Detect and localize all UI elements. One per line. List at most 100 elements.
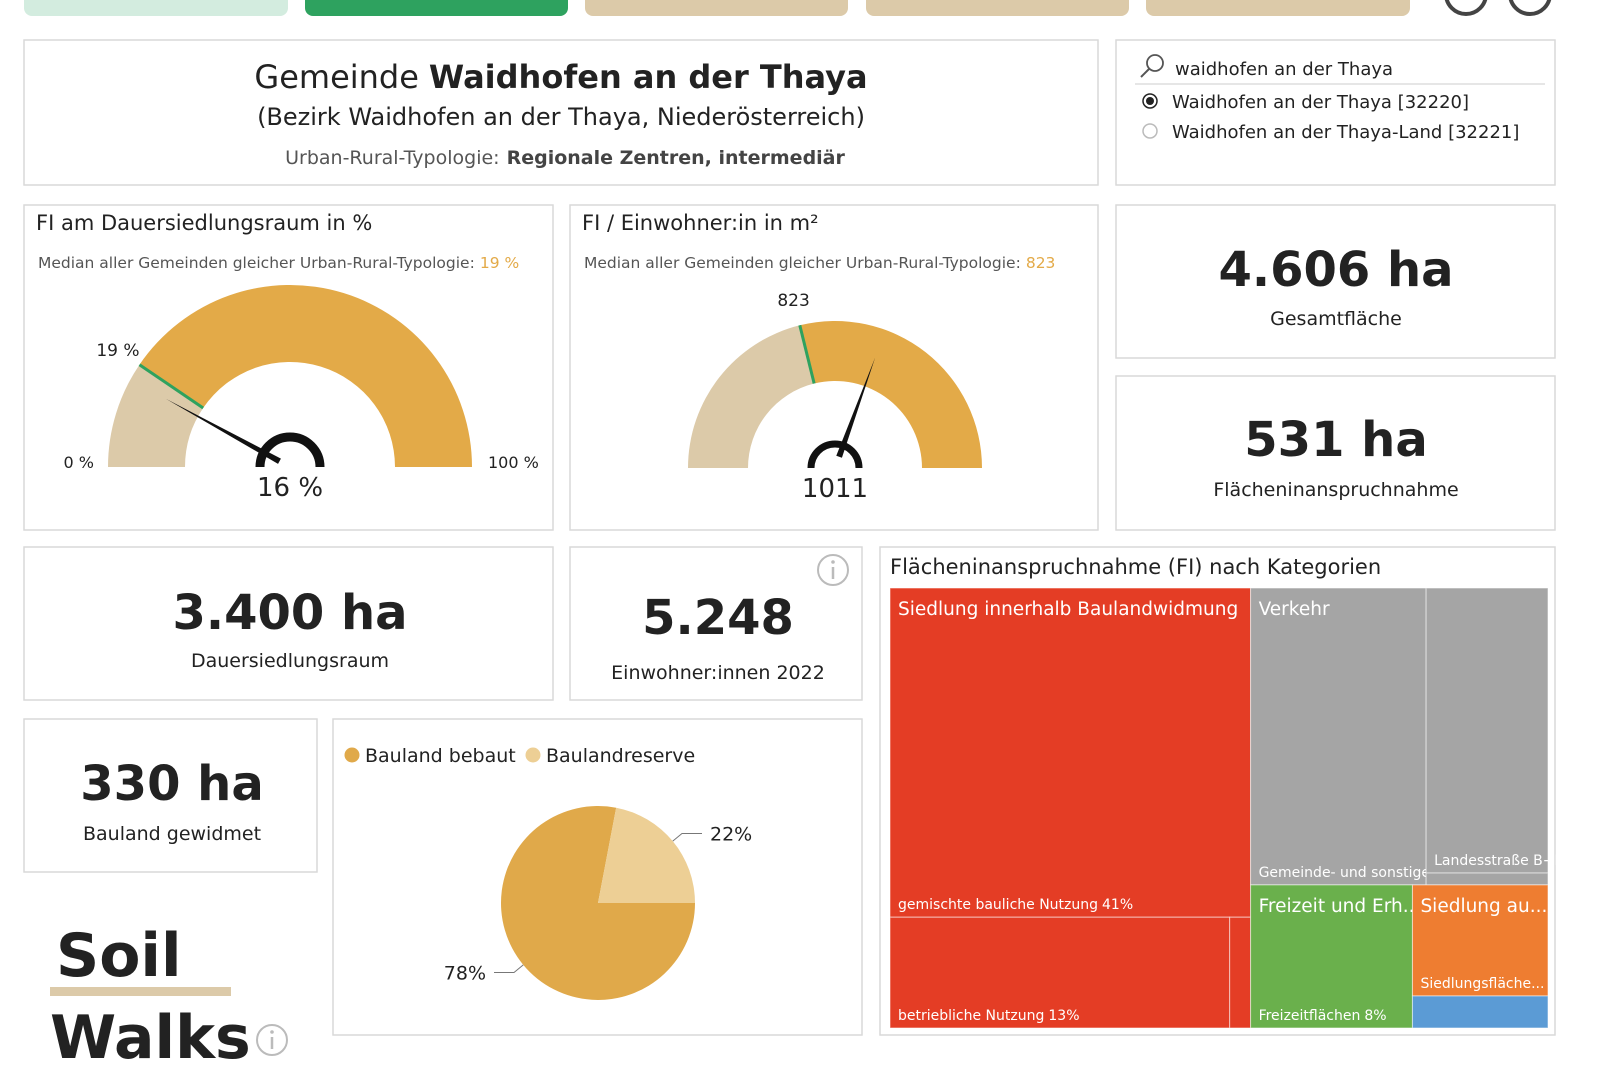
- option-label[interactable]: Waidhofen an der Thaya-Land [32221]: [1172, 122, 1519, 143]
- typology-label: Urban-Rural-Typologie:: [285, 147, 499, 169]
- gauge-min-label: 0 %: [64, 453, 94, 472]
- typology: Urban-Rural-Typologie: Regionale Zentren,…: [285, 147, 845, 169]
- info-circle: [817, 554, 849, 586]
- gauge-max-label: 100 %: [488, 453, 539, 472]
- kpi-card: [1115, 204, 1556, 359]
- treemap-tile[interactable]: [1411, 884, 1549, 997]
- pie-slice: [598, 807, 695, 903]
- pie-slice: [501, 805, 695, 1000]
- gauge-title: FI / Einwohner:in in m²: [582, 211, 819, 235]
- kpi-value: 531 ha: [1244, 412, 1427, 468]
- tile-name: gemischte bauliche Nutzung: [898, 897, 1098, 913]
- search-icon: [1140, 68, 1150, 78]
- median-line: [798, 324, 816, 384]
- kpi-card: [23, 718, 318, 873]
- tile-name: Siedlungsfläche...: [1420, 976, 1544, 992]
- kpi-value: 4.606 ha: [1218, 242, 1453, 298]
- median-value: 19 %: [480, 254, 519, 272]
- tile-label: Siedlungsfläche...: [1420, 976, 1544, 992]
- title-prefix: Gemeinde: [254, 58, 419, 96]
- gauge-value: 16 %: [257, 473, 323, 503]
- gauge-rest: [799, 321, 982, 468]
- treemap-tile[interactable]: [1250, 884, 1413, 1029]
- kpi-label: Einwohner:innen 2022: [611, 662, 825, 684]
- info-dot: [831, 560, 835, 564]
- median-marker-label: 19 %: [96, 341, 139, 361]
- tile-label: Freizeitflächen 8%: [1259, 1008, 1387, 1024]
- info-circle: [256, 1024, 288, 1056]
- pie-label: 22%: [710, 824, 752, 846]
- search-icon: [1146, 54, 1164, 72]
- tile-name: Landesstraße B+L: [1434, 853, 1562, 869]
- gauge-title: FI am Dauersiedlungsraum in %: [36, 211, 372, 235]
- median-label: Median aller Gemeinden gleicher Urban-Ru…: [38, 254, 475, 272]
- treemap-tile[interactable]: [1425, 872, 1549, 886]
- legend-marker: [344, 747, 360, 763]
- treemap-tile[interactable]: [1411, 995, 1549, 1029]
- treemap-tile[interactable]: [1229, 916, 1252, 1029]
- logo-bar: [50, 987, 231, 996]
- tab[interactable]: [305, 0, 568, 16]
- median-label: Median aller Gemeinden gleicher Urban-Ru…: [584, 254, 1021, 272]
- gauge-hub: [255, 432, 325, 468]
- tabs: [24, 0, 1552, 16]
- group-label: Siedlung innerhalb Baulandwidmung: [898, 599, 1238, 620]
- median-text: Median aller Gemeinden gleicher Urban-Ru…: [584, 254, 1055, 272]
- radio-dot: [1146, 97, 1154, 105]
- median-line: [138, 363, 204, 410]
- icon-button[interactable]: [1444, 0, 1488, 16]
- logo-text: Soil: [56, 921, 182, 991]
- subtitle: (Bezirk Waidhofen an der Thaya, Niederös…: [257, 103, 865, 131]
- tile-value: 12%: [1566, 853, 1597, 869]
- tile-value: 13%: [1048, 1008, 1079, 1024]
- search-box[interactable]: waidhofen an der Thaya: [1135, 54, 1545, 85]
- leader-line: [672, 833, 702, 842]
- option-label[interactable]: Waidhofen an der Thaya [32220]: [1172, 92, 1469, 113]
- tile-name: Freizeitflächen: [1259, 1008, 1361, 1024]
- header-card: [23, 39, 1099, 186]
- legend-label: Baulandreserve: [546, 745, 695, 767]
- kpi-value: 3.400 ha: [172, 585, 407, 641]
- kpi-label: Dauersiedlungsraum: [191, 650, 389, 672]
- group-label: Freizeit und Erh...: [1259, 896, 1421, 917]
- treemap-tile[interactable]: [889, 916, 1231, 1029]
- radio[interactable]: [1142, 123, 1158, 139]
- treemap-title: Flächeninanspruchnahme (FI) nach Kategor…: [890, 555, 1381, 579]
- typology-value: Regionale Zentren, intermediär: [507, 147, 846, 169]
- search-query[interactable]: waidhofen an der Thaya: [1175, 59, 1393, 80]
- tile-name: betriebliche Nutzung: [898, 1008, 1044, 1024]
- tab[interactable]: [24, 0, 288, 16]
- tab[interactable]: [1146, 0, 1410, 16]
- icon-button[interactable]: [1508, 0, 1552, 16]
- gauge-fill: [688, 325, 815, 468]
- kpi-card: [23, 546, 554, 701]
- pie-label: 78%: [444, 962, 486, 984]
- gauge-hub: [807, 440, 863, 469]
- info-icon[interactable]: [817, 554, 849, 586]
- title-name: Waidhofen an der Thaya: [429, 58, 868, 96]
- page-title: Gemeinde Waidhofen an der Thaya: [254, 58, 867, 96]
- gauge-fill: [108, 364, 204, 467]
- tab[interactable]: [585, 0, 848, 16]
- gauge-card: [23, 204, 554, 531]
- treemap-tile[interactable]: [1250, 587, 1427, 886]
- kpi-card: [1115, 375, 1556, 531]
- gauge-value: 1011: [802, 474, 868, 504]
- info-icon[interactable]: [256, 1024, 288, 1056]
- kpi-value: 5.248: [642, 590, 794, 646]
- group-label: Siedlung au...: [1420, 896, 1547, 917]
- gauge-needle: [165, 398, 281, 464]
- info-dot: [270, 1030, 274, 1034]
- treemap-tile[interactable]: [1425, 587, 1549, 874]
- kpi-label: Bauland gewidmet: [83, 823, 261, 845]
- legend-marker: [525, 747, 541, 763]
- treemap-tile[interactable]: [889, 587, 1252, 918]
- group-label: Verkehr: [1259, 599, 1330, 620]
- legend-label: Bauland bebaut: [365, 745, 516, 767]
- tile-value: 41%: [1102, 897, 1133, 913]
- tile-label: betriebliche Nutzung 13%: [898, 1008, 1080, 1024]
- tab[interactable]: [866, 0, 1129, 16]
- gauge-rest: [139, 284, 473, 467]
- kpi-card: [569, 546, 863, 701]
